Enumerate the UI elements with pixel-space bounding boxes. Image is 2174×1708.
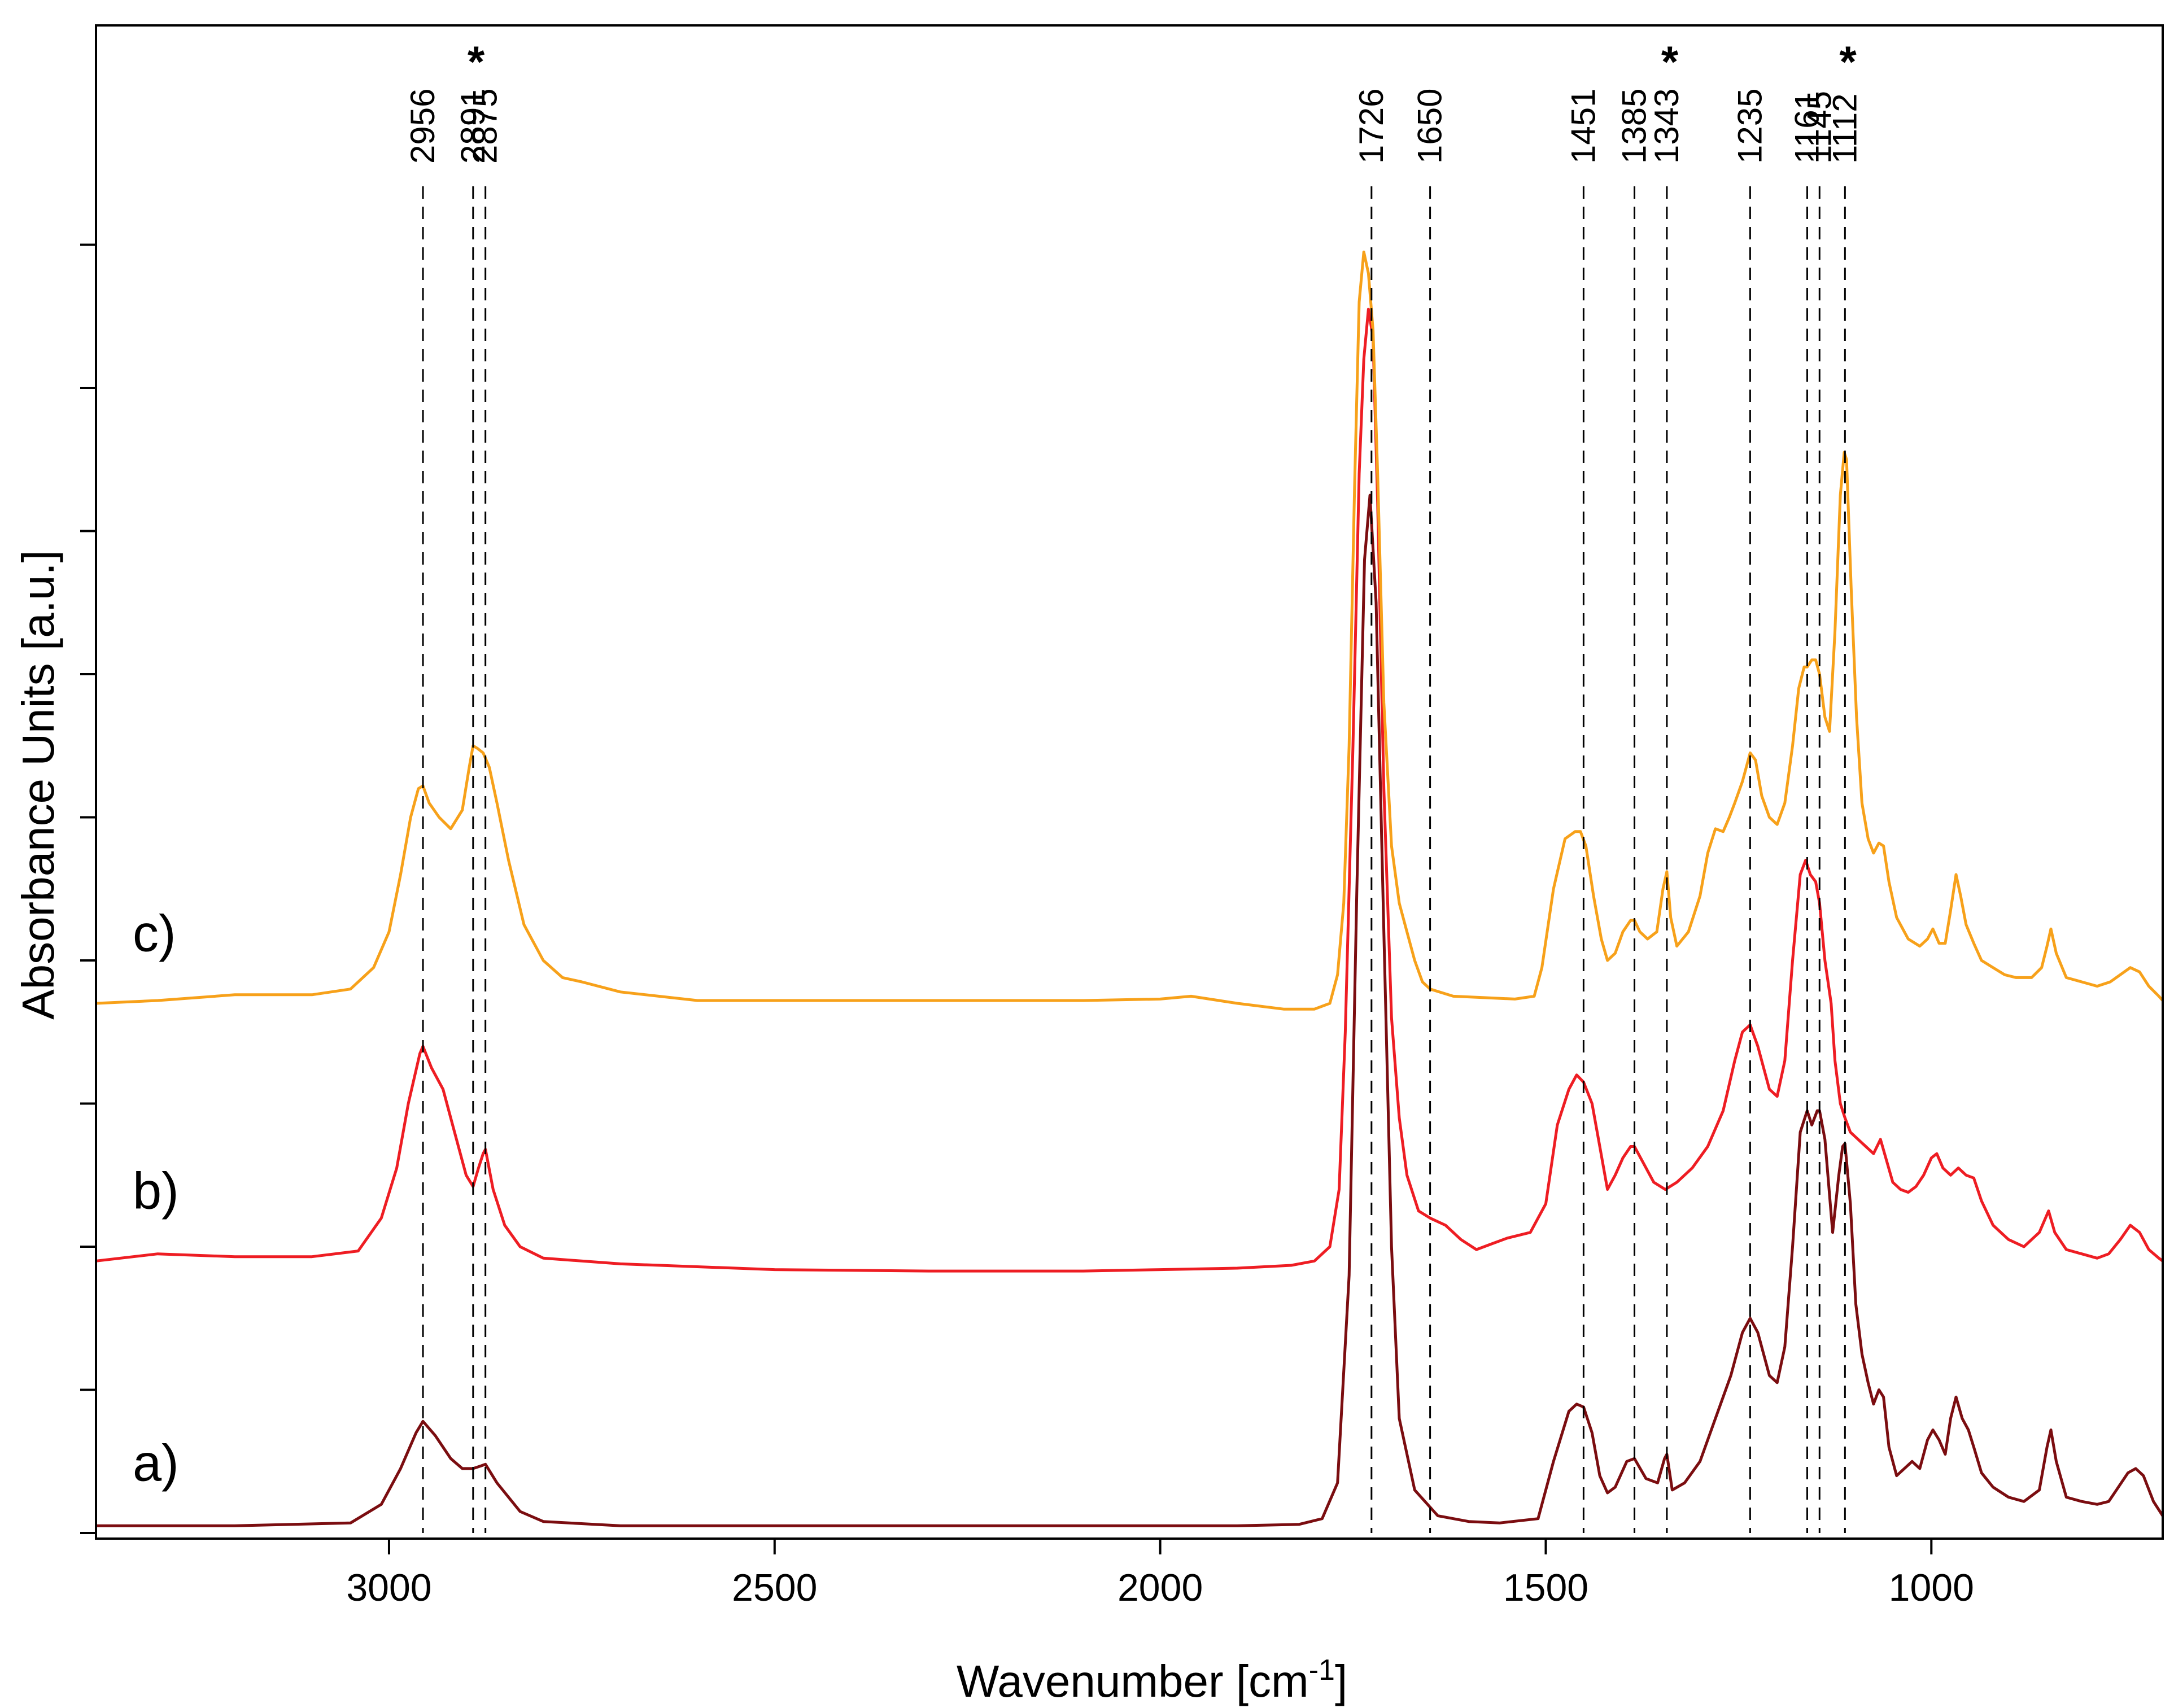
series-line-c [95,250,2164,1011]
peak-label-group: 1145 [1800,91,1838,164]
peak-label: 1451 [1564,89,1602,164]
series-label: a) [133,1434,179,1492]
series-line-a [96,493,2164,1527]
peak-label: 1650 [1411,89,1449,164]
peak-label-group: 1650 [1411,89,1449,164]
peak-label-group: 2956 [404,89,442,164]
series-layer: a) b) c) [95,250,2164,1527]
x-axis-title: Wavenumber [cm-1] [957,1654,1347,1706]
peak-label: 2956 [404,89,442,164]
peak-label-group: 1451 [1564,89,1602,164]
peak-label: 2875 [466,89,504,164]
peak-label: 2891 [454,89,492,164]
peak-label-group: 2891* [454,37,492,164]
peak-label-group: 1235 [1731,89,1769,164]
x-tick-label: 1500 [1503,1566,1588,1609]
y-axis-title: Absorbance Units [a.u.] [13,550,63,1020]
peak-label: 1726 [1352,89,1390,164]
peak-label-group: 1343* [1648,37,1686,164]
peak-label-group: 1161 [1788,91,1826,164]
peak-label: 1145 [1800,91,1838,164]
peak-label: 1343 [1648,89,1686,164]
x-tick-label: 3000 [346,1566,431,1609]
peak-label: 1235 [1731,89,1769,164]
peak-label: 1161 [1788,91,1826,164]
peak-label-group: 2875 [466,89,504,164]
series-line-b [95,308,2164,1273]
series-label: b) [133,1163,179,1220]
peak-star-marker: * [1839,37,1857,86]
peak-label-group: 1726 [1352,89,1390,164]
peak-label: 1385 [1616,89,1653,164]
peak-label-group: 1385 [1616,89,1653,164]
peak-star-marker: * [1661,37,1679,86]
x-tick-label: 2000 [1117,1566,1203,1609]
axis-layer: 3000 2500 2000 1500 1000 [80,24,2164,1609]
peak-label-group: 1112 * [1826,37,1863,164]
peak-star-marker: * [468,37,485,86]
x-tick-label: 2500 [732,1566,817,1609]
series-label: c) [133,905,176,962]
x-tick-label: 1000 [1889,1566,1974,1609]
plot-frame [95,24,2164,1540]
peak-label: 1112 [1826,93,1863,164]
